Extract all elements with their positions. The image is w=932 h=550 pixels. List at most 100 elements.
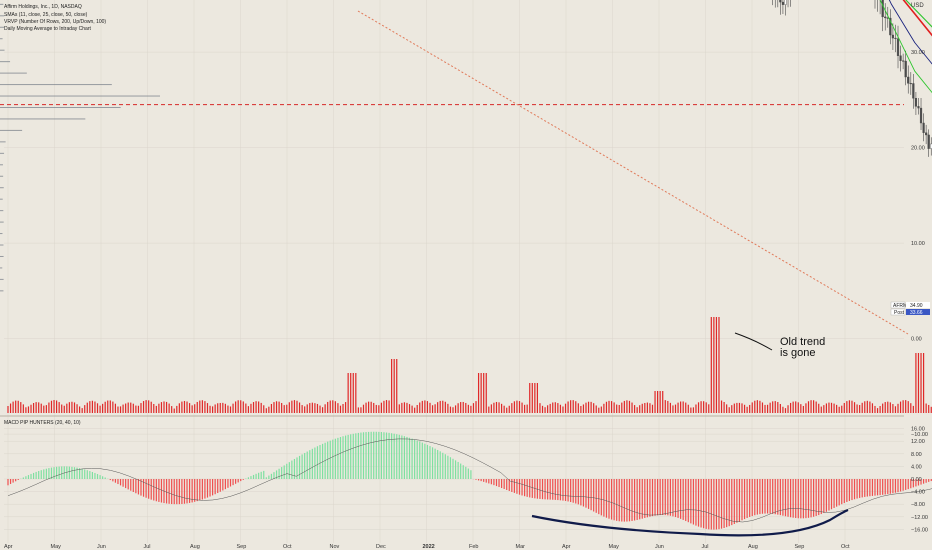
macd-label: MACD PIP HUNTERS (20, 40, 10)	[4, 420, 81, 426]
macd-bar	[63, 466, 65, 479]
macd-bar	[260, 471, 262, 479]
macd-bar	[43, 469, 45, 479]
macd-bar	[746, 479, 748, 518]
macd-bar	[314, 447, 316, 479]
macd-bar	[493, 479, 495, 486]
macd-bar	[703, 479, 705, 529]
macd-bar	[15, 479, 17, 482]
post-tag: 33.66	[910, 310, 923, 316]
macd-bar	[807, 479, 810, 518]
volume-bar	[447, 403, 449, 413]
macd-bar	[199, 479, 201, 501]
volume-bar	[830, 402, 833, 413]
volume-bar	[861, 402, 863, 413]
macd-bar	[449, 457, 452, 479]
macd-bar	[557, 479, 559, 501]
time-tick-label: Jun	[97, 544, 106, 550]
volume-bar	[549, 403, 551, 413]
volume-bar	[516, 400, 518, 413]
volume-bar	[695, 404, 697, 413]
volume-bar	[526, 404, 528, 413]
volume-bar	[736, 402, 738, 413]
macd-bar	[447, 455, 449, 479]
volume-profile-bar	[0, 244, 4, 246]
macd-bar	[559, 479, 562, 501]
macd-bar	[188, 479, 191, 503]
volume-profile-bar	[0, 38, 3, 40]
macd-bar	[797, 479, 799, 519]
volume-bar	[633, 405, 636, 413]
macd-bar	[176, 479, 178, 505]
macd-bar	[360, 432, 362, 479]
macd-bar	[104, 477, 106, 479]
macd-bar	[73, 467, 76, 479]
macd-bar	[22, 477, 24, 479]
volume-bar	[570, 400, 572, 413]
post-label: Post	[894, 310, 905, 316]
macd-bar	[508, 479, 510, 491]
chart-header: Affirm Holdings, Inc., 1D, NASDAQ SMAs (…	[4, 4, 106, 426]
macd-bar	[859, 479, 861, 498]
macd-bar	[347, 434, 349, 479]
volume-bar	[825, 403, 827, 413]
candle-body	[925, 132, 928, 136]
volume-bar	[905, 400, 907, 413]
volume-bar	[352, 373, 354, 413]
macd-bar	[488, 479, 490, 484]
macd-bar	[460, 463, 462, 479]
volume-bar	[498, 402, 500, 413]
volume-bar	[260, 402, 262, 413]
macd-bar	[869, 479, 871, 497]
macd-bar	[621, 479, 623, 522]
macd-bar	[736, 479, 738, 523]
macd-bar	[705, 479, 707, 529]
macd-bar	[554, 479, 556, 500]
volume-bar	[789, 402, 792, 413]
annotation-line2: is gone	[780, 347, 815, 359]
volume-profile-bar	[0, 164, 3, 166]
volume-bar	[130, 402, 132, 413]
volume-bar	[365, 402, 367, 413]
volume-bar	[232, 403, 234, 413]
volume-bar	[495, 401, 498, 413]
volume-bar	[700, 401, 702, 413]
volume-bar	[273, 402, 275, 413]
horizontal-levels	[0, 104, 904, 106]
macd-bar	[127, 479, 129, 490]
volume-bar	[9, 403, 12, 413]
volume-bar	[360, 407, 362, 413]
volume-bar	[20, 402, 22, 413]
volume-bar	[518, 401, 521, 413]
price-tag: 34.90	[910, 303, 923, 309]
macd-bar	[235, 479, 237, 484]
macd-bar	[516, 479, 518, 494]
macd-bar	[697, 479, 700, 527]
macd-bar	[595, 479, 597, 513]
volume-bar	[321, 407, 324, 413]
macd-bar	[321, 443, 324, 479]
macd-bar	[355, 433, 357, 479]
macd-bar	[894, 479, 897, 493]
volume-bar	[585, 402, 587, 413]
macd-bar	[442, 452, 444, 479]
macd-bar	[311, 448, 313, 479]
volume-bar	[902, 400, 904, 413]
volume-profile-bar	[0, 61, 11, 63]
macd-bar	[153, 479, 155, 501]
price-tick-label: −10.00	[911, 432, 928, 438]
volume-profile-bar	[0, 233, 3, 235]
volume-bar	[209, 405, 211, 413]
volume-bar	[797, 402, 799, 413]
macd-bar	[50, 467, 53, 479]
macd-bar	[626, 479, 628, 522]
macd-bar	[240, 479, 242, 482]
macd-bar	[477, 479, 480, 481]
volume-bar	[122, 404, 124, 413]
volume-bar	[654, 391, 656, 413]
volume-bar	[720, 400, 723, 413]
macd-bar	[506, 479, 508, 490]
macd-bar	[383, 432, 385, 479]
volume-bar	[713, 317, 715, 413]
volume-bar	[270, 403, 273, 413]
volume-bar	[99, 405, 101, 413]
